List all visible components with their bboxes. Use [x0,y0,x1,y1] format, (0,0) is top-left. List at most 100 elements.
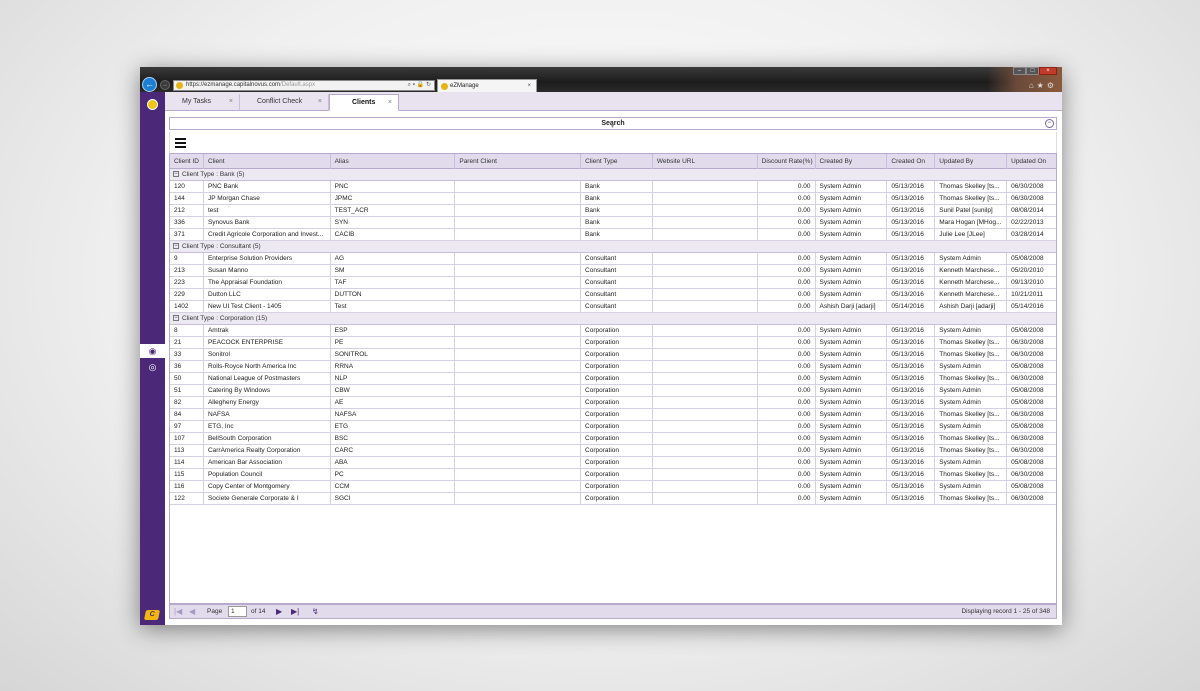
table-cell [653,361,758,373]
table-cell: 0.00 [758,481,816,493]
collapse-group-icon[interactable]: − [173,243,179,250]
table-cell [653,373,758,385]
column-header[interactable]: Client [204,154,331,169]
browser-tab-close-icon[interactable]: × [527,83,531,89]
table-row[interactable]: 115 Population Council PC Corporation 0.00 Sy… [170,469,1056,481]
table-row[interactable]: 120 PNC Bank PNC Bank 0.00 System Admin 05/13/… [170,181,1056,193]
table-row[interactable]: 371 Credit Agricole Corporation and Inves… [170,229,1056,241]
table-cell: 115 [170,469,204,481]
first-page-icon[interactable]: |◀ [174,607,183,616]
table-cell [653,469,758,481]
table-row[interactable]: 144 JP Morgan Chase JPMC Bank 0.00 System Adm… [170,193,1056,205]
table-cell: Credit Agricole Corporation and Invest..… [204,229,331,241]
column-header[interactable]: Alias [331,154,456,169]
table-row[interactable]: 84 NAFSA NAFSA Corporation 0.00 System Admin 0… [170,409,1056,421]
tab-conflict-check[interactable]: Conflict Check × [240,94,329,111]
column-header[interactable]: Discount Rate(%) [758,154,816,169]
column-header[interactable]: Updated On [1011,158,1047,165]
table-row[interactable]: 212 test TEST_ACR Bank 0.00 System Admin 05/13… [170,205,1056,217]
address-bar[interactable]: https://ezmanage.capitalnovus.com/Defaul… [173,80,435,91]
table-cell: 09/13/2010 [1011,279,1044,286]
collapse-group-icon[interactable]: − [173,315,179,322]
column-header[interactable]: Website URL [653,154,758,169]
collapse-icon[interactable]: − [1045,119,1054,128]
last-page-icon[interactable]: ▶| [291,607,300,616]
sidebar-building-icon[interactable]: ◎ [148,362,157,372]
table-row[interactable]: 113 CarrAmerica Realty Corporation CARC Cor… [170,445,1056,457]
table-row[interactable]: 116 Copy Center of Montgomery CCM Corporati… [170,481,1056,493]
table-cell: 0.00 [758,493,816,505]
column-header[interactable]: Created By [816,154,888,169]
forward-arrow-icon[interactable]: → [160,80,170,90]
prev-page-icon[interactable]: ◀ [189,607,196,616]
table-row[interactable]: 8 Amtrak ESP Corporation 0.00 System Admin 05/… [170,325,1056,337]
page-number-input[interactable]: 1 [228,606,247,617]
back-arrow-icon[interactable]: ← [142,77,157,92]
table-cell: 05/13/2016 [887,337,936,349]
table-cell [653,421,758,433]
table-cell [455,481,582,493]
column-header[interactable]: Client Type [581,154,653,169]
table-row[interactable]: 229 Dutton LLC DUTTON Consultant 0.00 System … [170,289,1056,301]
table-row[interactable]: 82 Allegheny Energy AE Corporation 0.00 Syste… [170,397,1056,409]
table-row[interactable]: 97 ETG, Inc ETG Corporation 0.00 System Admin… [170,421,1056,433]
table-cell: System Admin [935,481,1008,493]
tab-clients[interactable]: Clients × [329,94,399,111]
table-cell: New UI Test Client - 1405 [204,301,331,313]
table-cell: 06/30/2008 [1011,195,1044,202]
column-header[interactable]: Client ID [170,154,204,169]
table-cell: Bank [581,229,653,241]
tab-my-tasks[interactable]: My Tasks × [165,94,240,111]
table-row[interactable]: 336 Synovus Bank SYN Bank 0.00 System Admin 05… [170,217,1056,229]
table-row[interactable]: 21 PEACOCK ENTERPRISE PE Corporation 0.00 Sys… [170,337,1056,349]
table-cell: Ashish Darji [adarji] [816,301,888,313]
table-cell: Corporation [581,457,653,469]
app-logo-icon[interactable] [147,99,158,110]
table-cell: 114 [170,457,204,469]
tab-close-icon[interactable]: × [317,98,322,105]
table-cell: 33 [170,349,204,361]
column-header[interactable]: Created On [887,154,936,169]
table-row[interactable]: 51 Catering By Windows CBW Corporation 0.00 S… [170,385,1056,397]
minimize-icon[interactable]: – [1013,67,1026,75]
browser-tab[interactable]: eZManage × [437,79,537,92]
address-search-lock-refresh-icon[interactable]: ⌕ ▾ 🔒 ↻ [407,82,431,88]
tab-close-icon[interactable]: × [387,99,392,106]
table-cell: SYN [331,217,456,229]
table-row[interactable]: 107 BellSouth Corporation BSC Corporation 0.… [170,433,1056,445]
table-row[interactable]: 9 Enterprise Solution Providers AG Consulta… [170,253,1056,265]
search-panel-header[interactable]: Search ▼ − [169,117,1057,130]
table-row[interactable]: 1402 New UI Test Client - 1405 Test Consult… [170,301,1056,313]
star-icon[interactable]: ★ [1036,81,1047,90]
column-header[interactable]: Updated By [935,154,1008,169]
table-row[interactable]: 36 Rolls-Royce North America Inc RRNA Corpo… [170,361,1056,373]
table-cell [653,457,758,469]
group-header-row[interactable]: − Client Type : Consultant (5) [170,241,1056,253]
table-row[interactable]: 114 American Bar Association ABA Corporatio… [170,457,1056,469]
tab-close-icon[interactable]: × [228,98,233,105]
home-icon[interactable]: ⌂ [1028,81,1037,90]
sidebar-user-icon[interactable]: ◉ [140,344,165,358]
clients-grid: Client ID Client Alias Parent Client Client … [169,153,1057,604]
table-row[interactable]: 33 Sonitrol SONITROL Corporation 0.00 System … [170,349,1056,361]
group-header-row[interactable]: − Client Type : Corporation (15) [170,313,1056,325]
table-cell: 05/13/2016 [887,433,936,445]
table-row[interactable]: 213 Susan Manno SM Consultant 0.00 System Adm… [170,265,1056,277]
maximize-icon[interactable]: □ [1026,67,1039,75]
table-row[interactable]: 50 National League of Postmasters NLP Corpo… [170,373,1056,385]
close-window-icon[interactable]: × [1039,67,1057,75]
table-cell: Thomas Skelley [ts... [935,433,1008,445]
table-cell: 0.00 [758,181,816,193]
hamburger-menu-icon[interactable] [175,138,186,148]
table-row[interactable]: 122 Societe Generale Corporate & I SGCI Cor… [170,493,1056,505]
table-row[interactable]: 223 The Appraisal Foundation TAF Consultant… [170,277,1056,289]
gear-icon[interactable]: ⚙ [1046,81,1057,90]
table-cell: CARC [331,445,456,457]
refresh-icon[interactable]: ↯ [312,607,319,616]
group-header-row[interactable]: − Client Type : Bank (5) [170,169,1056,181]
table-cell: Corporation [581,349,653,361]
column-header[interactable]: Parent Client [455,154,582,169]
collapse-group-icon[interactable]: − [173,171,179,178]
table-cell: Consultant [581,265,653,277]
next-page-icon[interactable]: ▶ [276,607,283,616]
